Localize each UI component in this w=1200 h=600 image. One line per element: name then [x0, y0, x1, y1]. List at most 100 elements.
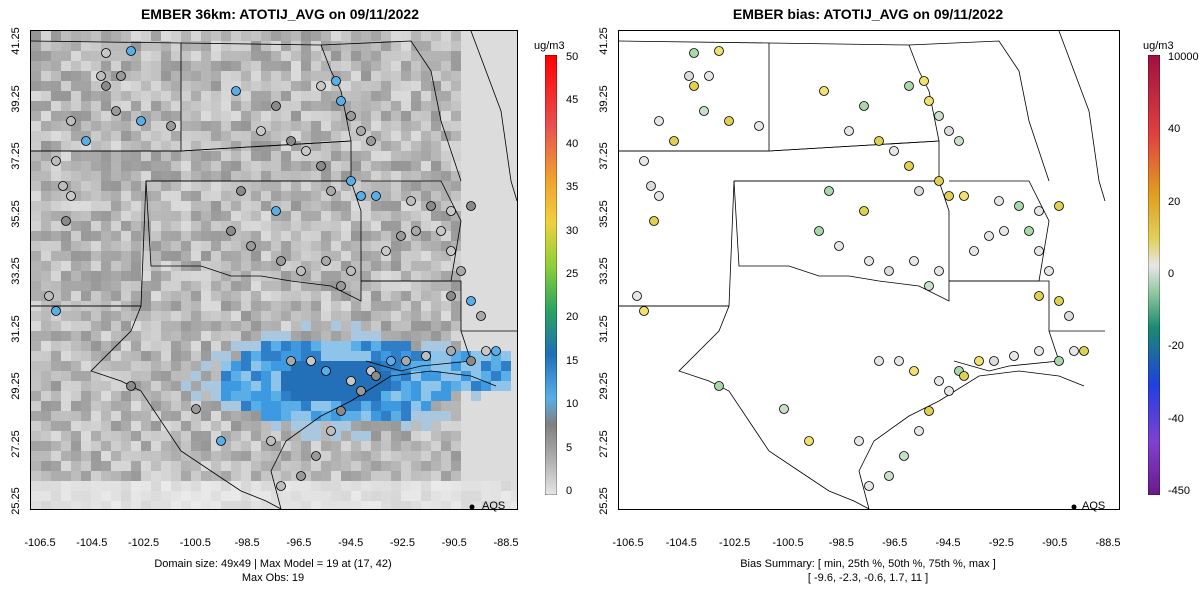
site-marker — [58, 181, 68, 191]
grid-cell — [31, 231, 41, 241]
grid-cell — [151, 71, 161, 81]
grid-cell — [401, 401, 411, 411]
grid-cell — [391, 491, 401, 501]
grid-cell — [251, 111, 261, 121]
grid-cell — [291, 161, 301, 171]
grid-cell — [271, 121, 281, 131]
grid-cell — [131, 501, 141, 509]
grid-cell — [31, 151, 41, 161]
grid-cell — [331, 41, 341, 51]
grid-cell — [391, 401, 401, 411]
grid-cell — [71, 331, 81, 341]
grid-cell — [211, 361, 221, 371]
grid-cell — [231, 121, 241, 131]
grid-cell — [411, 411, 421, 421]
grid-cell — [171, 451, 181, 461]
grid-cell — [391, 421, 401, 431]
grid-cell — [351, 111, 361, 121]
grid-cell — [191, 171, 201, 181]
grid-cell — [451, 111, 461, 121]
grid-cell — [231, 431, 241, 441]
grid-cell — [211, 301, 221, 311]
grid-cell — [331, 151, 341, 161]
grid-cell — [201, 161, 211, 171]
grid-cell — [91, 211, 101, 221]
site-marker — [321, 366, 331, 376]
y-tick-label: 33.25 — [598, 257, 610, 285]
grid-cell — [291, 421, 301, 431]
grid-cell — [51, 241, 61, 251]
grid-cell — [381, 41, 391, 51]
grid-cell — [461, 181, 471, 191]
grid-cell — [141, 461, 151, 471]
grid-cell — [291, 191, 301, 201]
grid-cell — [51, 151, 61, 161]
grid-cell — [321, 321, 331, 331]
grid-cell — [391, 121, 401, 131]
grid-cell — [501, 381, 511, 391]
grid-cell — [501, 351, 511, 361]
grid-cell — [61, 481, 71, 491]
grid-cell — [271, 311, 281, 321]
grid-cell — [131, 191, 141, 201]
grid-cell — [211, 371, 221, 381]
grid-cell — [161, 471, 171, 481]
grid-cell — [391, 351, 401, 361]
grid-cell — [261, 31, 271, 41]
grid-cell — [411, 181, 421, 191]
grid-cell — [131, 41, 141, 51]
grid-cell — [511, 211, 517, 221]
grid-cell — [71, 131, 81, 141]
grid-cell — [161, 501, 171, 509]
grid-cell — [351, 351, 361, 361]
grid-cell — [511, 411, 517, 421]
grid-cell — [271, 361, 281, 371]
grid-cell — [271, 281, 281, 291]
grid-cell — [431, 71, 441, 81]
grid-cell — [441, 221, 451, 231]
grid-cell — [221, 81, 231, 91]
grid-cell — [361, 241, 371, 251]
grid-cell — [181, 91, 191, 101]
grid-cell — [111, 101, 121, 111]
grid-cell — [161, 441, 171, 451]
grid-cell — [161, 201, 171, 211]
grid-cell — [241, 451, 251, 461]
grid-cell — [31, 31, 41, 41]
grid-cell — [71, 71, 81, 81]
grid-cell — [511, 161, 517, 171]
left-caption-line1: Domain size: 49x49 | Max Model = 19 at (… — [154, 558, 392, 570]
grid-cell — [131, 211, 141, 221]
grid-cell — [281, 241, 291, 251]
grid-cell — [101, 411, 111, 421]
grid-cell — [201, 61, 211, 71]
grid-cell — [221, 351, 231, 361]
site-marker — [446, 246, 456, 256]
grid-cell — [291, 261, 301, 271]
grid-cell — [321, 411, 331, 421]
grid-cell — [191, 391, 201, 401]
grid-cell — [441, 161, 451, 171]
grid-cell — [201, 231, 211, 241]
grid-cell — [441, 491, 451, 501]
grid-cell — [271, 201, 281, 211]
grid-cell — [251, 431, 261, 441]
grid-cell — [371, 201, 381, 211]
grid-cell — [471, 91, 481, 101]
grid-cell — [161, 61, 171, 71]
grid-cell — [491, 221, 501, 231]
grid-cell — [171, 291, 181, 301]
grid-cell — [291, 391, 301, 401]
grid-cell — [141, 451, 151, 461]
grid-cell — [331, 171, 341, 181]
grid-cell — [411, 501, 421, 509]
grid-cell — [321, 41, 331, 51]
grid-cell — [51, 61, 61, 71]
grid-cell — [251, 331, 261, 341]
site-marker — [834, 241, 844, 251]
grid-cell — [201, 301, 211, 311]
grid-cell — [261, 381, 271, 391]
grid-cell — [61, 111, 71, 121]
grid-cell — [451, 311, 461, 321]
grid-cell — [461, 121, 471, 131]
